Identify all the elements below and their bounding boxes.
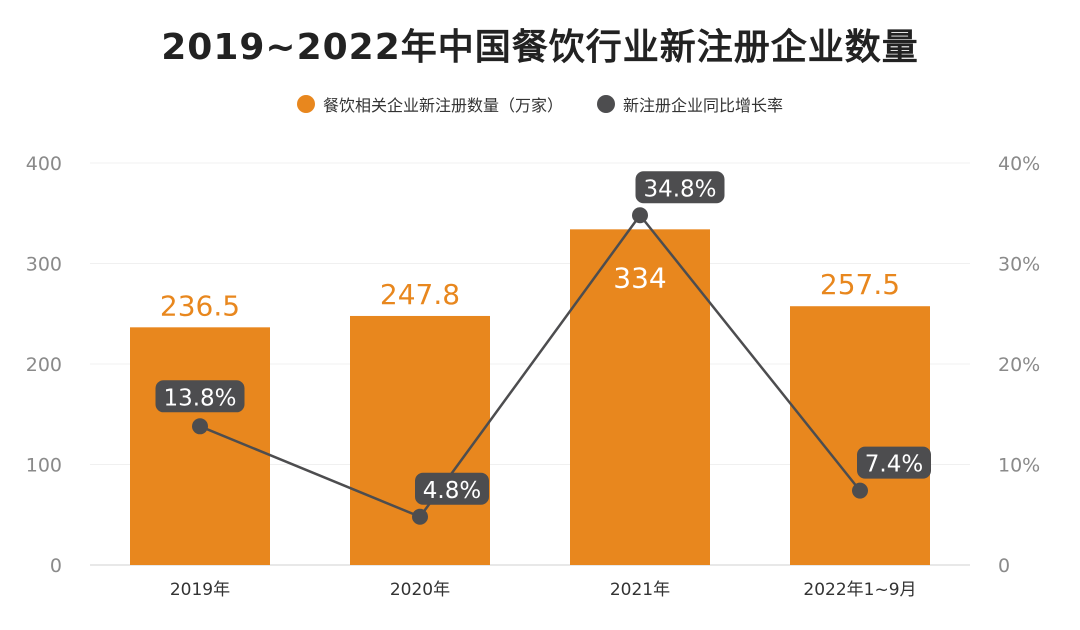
bar: [350, 315, 490, 565]
x-tick-label: 2020年: [390, 580, 450, 600]
y-left-tick-label: 300: [26, 254, 62, 276]
line-point: [412, 508, 428, 525]
bar-data-label: 247.8: [380, 278, 460, 311]
line-label-box: [415, 472, 489, 505]
legend-label-bar: 餐饮相关企业新注册数量（万家）: [322, 96, 563, 115]
line-point: [192, 418, 208, 435]
y-right-tick-label: 0: [998, 555, 1010, 577]
x-tick-label: 2019年: [170, 580, 230, 600]
line-point: [632, 207, 648, 224]
y-right-tick-label: 40%: [998, 153, 1040, 175]
line-series: [199, 213, 861, 519]
legend-label-line: 新注册企业同比增长率: [623, 96, 784, 115]
y-right-tick-label: 10%: [998, 455, 1040, 477]
y-right-tick-label: 20%: [998, 354, 1040, 376]
line-label-box: [635, 171, 725, 204]
line-label-box: [155, 380, 245, 413]
bar-data-label: 334: [613, 261, 666, 294]
y-left-tick-label: 0: [50, 555, 62, 577]
legend-item-bar: 餐饮相关企业新注册数量（万家）: [296, 92, 563, 116]
y-right-tick-label: 30%: [998, 254, 1040, 276]
line-data-label: 7.4%: [865, 452, 923, 478]
legend: 餐饮相关企业新注册数量（万家） 新注册企业同比增长率: [0, 92, 1080, 116]
bar-data-label: 236.5: [160, 289, 240, 322]
y-left-tick-label: 400: [26, 153, 62, 175]
legend-swatch-bar: [296, 95, 315, 113]
x-tick-label: 2021年: [610, 580, 670, 600]
bar: [570, 229, 710, 565]
x-tick-label: 2022年1~9月: [803, 580, 916, 600]
bar: [790, 306, 930, 565]
y-left-tick-label: 200: [26, 354, 62, 376]
y-left-tick-label: 100: [26, 455, 62, 477]
line-data-label: 13.8%: [163, 385, 236, 411]
bar-data-label: 257.5: [820, 268, 900, 301]
line-data-label: 4.8%: [423, 478, 481, 504]
legend-item-line: 新注册企业同比增长率: [597, 92, 783, 116]
line-label-box: [857, 446, 931, 479]
line-point: [852, 482, 868, 499]
chart-title: 2019~2022年中国餐饮行业新注册企业数量: [161, 27, 919, 68]
legend-swatch-line: [597, 95, 615, 113]
line-data-label: 34.8%: [643, 176, 716, 202]
